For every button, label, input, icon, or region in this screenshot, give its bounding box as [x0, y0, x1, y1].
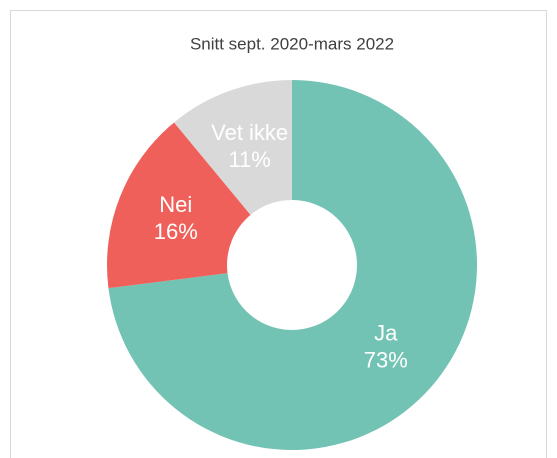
slice-value-label: 11%	[228, 147, 270, 172]
slice-label: Nei	[159, 192, 192, 217]
slice-label: Vet ikke	[211, 120, 288, 145]
donut-slice	[107, 122, 251, 289]
slice-value-label: 16%	[154, 219, 198, 244]
slice-label: Ja	[374, 320, 398, 345]
slice-value-label: 73%	[364, 347, 408, 372]
donut-slice	[174, 80, 292, 215]
chart-title: Snitt sept. 2020-mars 2022	[190, 34, 394, 53]
donut-slice	[108, 80, 478, 450]
